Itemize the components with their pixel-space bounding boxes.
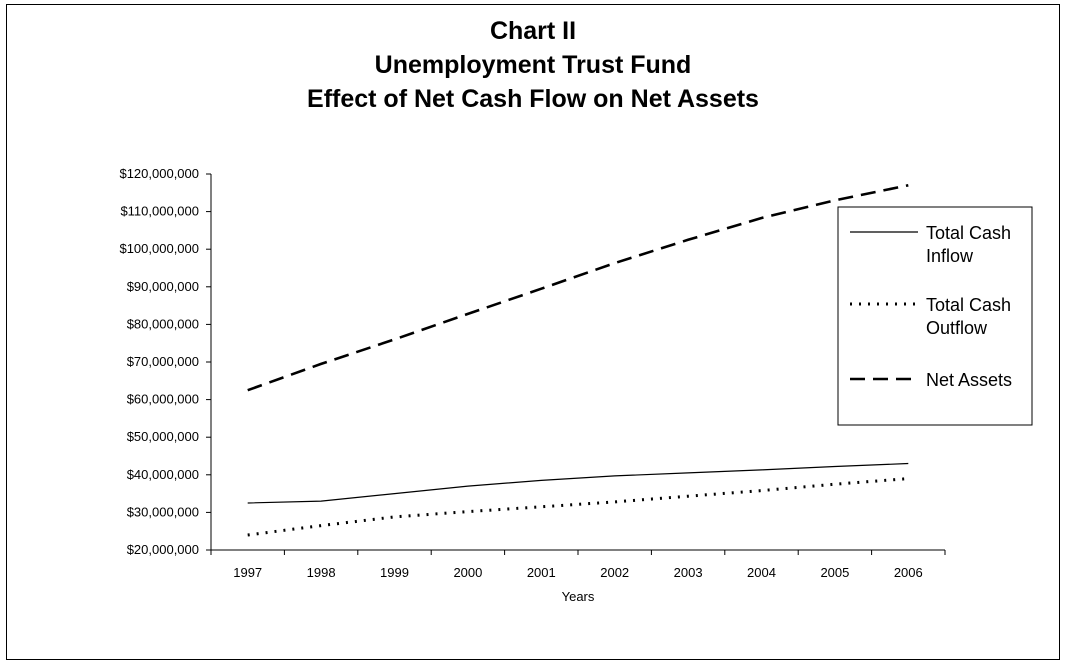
- chart-title-line-1: Chart II: [489, 17, 577, 45]
- x-tick-label: 2002: [600, 565, 629, 580]
- y-tick-label: $50,000,000: [127, 429, 199, 444]
- y-tick-label: $90,000,000: [127, 279, 199, 294]
- y-tick-label: $30,000,000: [127, 504, 199, 519]
- legend: Total Cash Inflow Total Cash Outflow Net Ass…: [837, 206, 1033, 426]
- y-tick-label: $100,000,000: [119, 241, 199, 256]
- x-tick-label: 2004: [747, 565, 776, 580]
- y-tick-label: $110,000,000: [120, 204, 199, 219]
- y-tick-label: $80,000,000: [127, 316, 199, 331]
- x-tick-label: 1998: [307, 565, 336, 580]
- y-tick-label: $20,000,000: [127, 542, 199, 557]
- y-tick-label: $70,000,000: [127, 354, 199, 369]
- legend-label-total-cash-inflow: Total Cash Inflow: [926, 223, 1011, 266]
- chart-title-line-2: Unemployment Trust Fund: [374, 51, 692, 79]
- legend-box: [837, 206, 1033, 426]
- series-lines: [247, 184, 909, 537]
- axes: $20,000,000 $30,000,000 $40,000,000 $50,000…: [119, 166, 946, 604]
- x-tick-label: 2005: [820, 565, 849, 580]
- legend-label-total-cash-outflow: Total Cash Outflow: [926, 295, 1011, 338]
- x-tick-label: 2003: [674, 565, 703, 580]
- x-tick-label: 1997: [233, 565, 262, 580]
- x-tick-label: 2006: [894, 565, 923, 580]
- series-line-total-cash-inflow: [247, 462, 909, 504]
- x-tick-label: 2001: [527, 565, 556, 580]
- legend-label-net-assets: Net Assets: [926, 370, 1012, 390]
- x-tick-label: 2000: [453, 565, 482, 580]
- y-tick-label: $40,000,000: [127, 467, 199, 482]
- y-tick-label: $120,000,000: [119, 166, 199, 181]
- chart-title-line-3: Effect of Net Cash Flow on Net Assets: [307, 85, 759, 113]
- x-axis-title: Years: [562, 589, 595, 604]
- series-line-net-assets: [247, 184, 909, 392]
- series-line-total-cash-outflow: [247, 477, 909, 537]
- y-tick-label: $60,000,000: [127, 392, 199, 407]
- x-tick-label: 1999: [380, 565, 409, 580]
